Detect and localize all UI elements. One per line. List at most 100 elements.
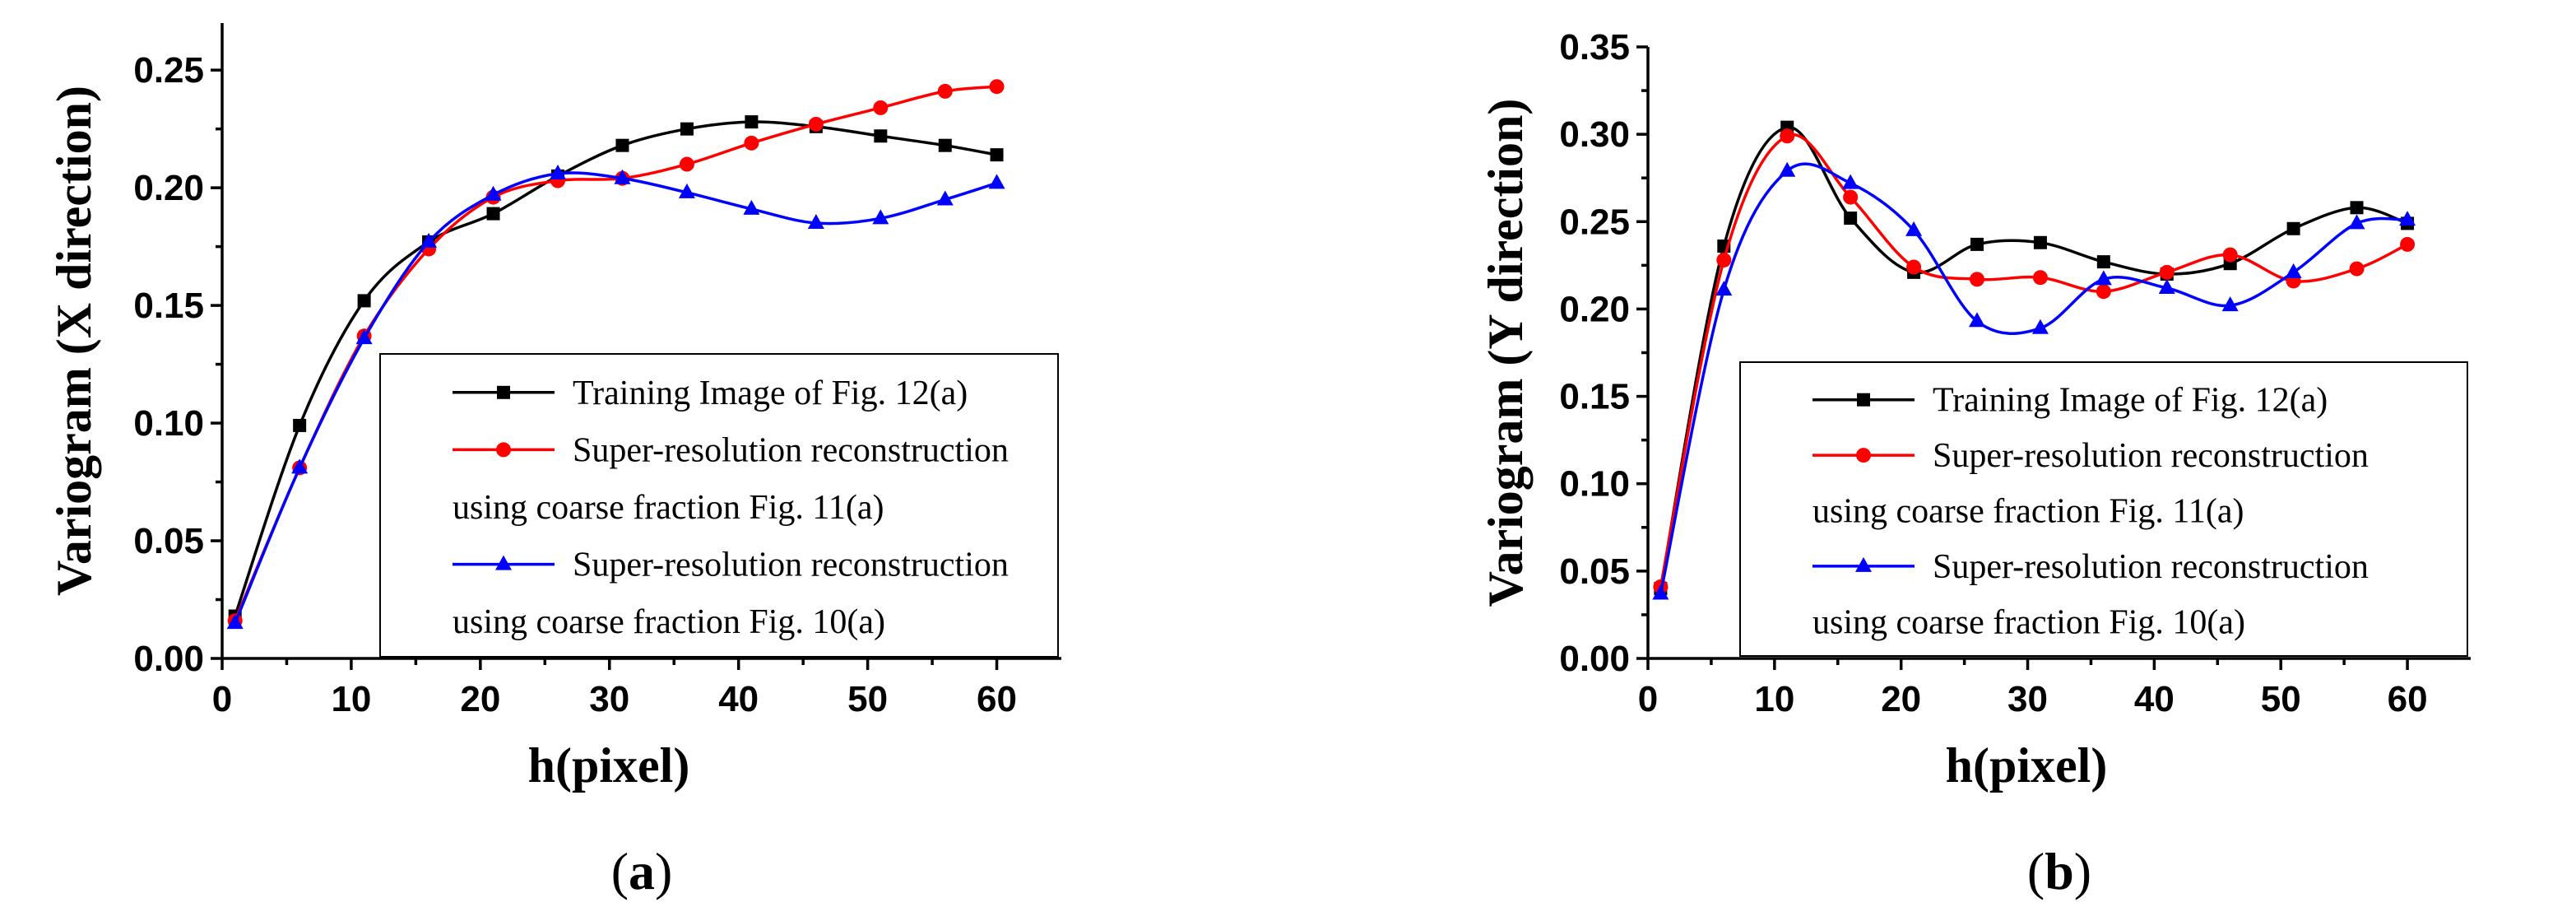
panel-a-legend-label: Super-resolution reconstruction <box>573 431 1009 469</box>
panel-a-y-tick-label: 0.15 <box>133 286 204 326</box>
panel-b-series-3-point <box>1779 161 1796 177</box>
panel-a-series-2-point <box>937 83 953 99</box>
panel-b-y-tick-label: 0.05 <box>1559 551 1630 592</box>
panel-a-series-1-point <box>615 138 629 152</box>
panel-b-series-2-point <box>1843 189 1859 205</box>
panel-a-y-tick-label: 0.00 <box>133 639 204 679</box>
panel-b-series-1-point <box>2033 235 2047 249</box>
panel-b-label: (b) <box>2027 842 2091 900</box>
panel-b-series-3-point <box>1652 584 1669 600</box>
panel-b-series-2-point <box>2222 247 2238 263</box>
panel-a-series-2-point <box>808 116 824 132</box>
panel-b-series-1-point <box>1844 212 1858 226</box>
panel-a-legend-label: using coarse fraction Fig. 10(a) <box>453 603 885 641</box>
panel-b-x-tick-label: 10 <box>1754 679 1794 719</box>
panel-a-series-2-point <box>679 156 694 172</box>
panel-b-series-2-point <box>1780 128 1795 144</box>
panel-b-series-3-point <box>1842 174 1859 189</box>
panel-b-y-tick-label: 0.20 <box>1559 289 1630 329</box>
panel-b-series-1-point <box>2350 201 2364 215</box>
panel-a-x-tick-label: 10 <box>331 679 371 719</box>
panel-a-legend-box <box>379 353 1059 658</box>
panel-a-y-tick-label: 0.05 <box>133 521 204 561</box>
panel-b-series-3-point <box>2399 211 2416 226</box>
panel-b-legend-label: Super-resolution reconstruction <box>1933 437 2369 475</box>
panel-b-y-tick-label: 0.00 <box>1559 639 1630 679</box>
panel-b-series-2-point <box>1970 272 1984 287</box>
panel-a-series-1-point <box>745 115 759 129</box>
panel-a: 0 10 20 30 40 50 60 0.00 0.05 0.10 0.15 0.20 0.25 h(p… <box>47 23 1061 900</box>
panel-b-x-tick-label: 30 <box>2007 679 2048 719</box>
panel-a-series-3-point <box>550 164 566 179</box>
panel-a-series-3-point <box>485 185 502 201</box>
panel-a-legend-label: using coarse fraction Fig. 11(a) <box>453 489 884 527</box>
panel-b-series-3-point <box>2158 278 2175 294</box>
panel-a-series-2-point <box>873 100 889 115</box>
panel-a-series-3-line <box>234 171 998 624</box>
panel-b-y-tick-label: 0.30 <box>1559 114 1630 155</box>
panel-a-series-1-point <box>357 294 371 308</box>
panel-b-series-3-point <box>1905 221 1923 236</box>
panel-b-y-axis-title: Variogram (Y direction) <box>1478 99 1533 607</box>
panel-b-series-3-point <box>2221 296 2239 312</box>
panel-b-y-tick-label: 0.25 <box>1559 202 1630 242</box>
panel-a-legend-label: Training Image of Fig. 12(a) <box>573 374 968 412</box>
panel-a-series-1 <box>228 115 1004 623</box>
panel-a-series-3-point <box>420 232 438 248</box>
panel-a-y-tick-label: 0.25 <box>133 50 204 91</box>
panel-b-series-1-point <box>1970 237 1984 251</box>
panel-b-series-1-point <box>2096 255 2110 269</box>
panel-b-series-3-line <box>1659 162 2408 594</box>
panel-b-series-3-point <box>2348 214 2365 230</box>
panel-a-x-tick-label: 30 <box>589 679 629 719</box>
panel-a-series-3-point <box>936 190 954 206</box>
panel-b-x-tick-label: 60 <box>2388 679 2428 719</box>
panel-a-series-3-point <box>988 174 1005 189</box>
panel-a-legend-swatch-marker <box>496 442 511 458</box>
panel-b-legend-swatch-marker <box>1857 393 1870 407</box>
panel-b-series-3-point <box>2031 319 2049 334</box>
panel-b-series-3-point <box>1715 281 1733 296</box>
panel-a-series-3-point <box>291 458 309 474</box>
panel-b-series-2-point <box>2096 284 2111 300</box>
panel-a-x-tick-label: 0 <box>212 679 232 719</box>
panel-a-y-tick-label: 0.10 <box>133 403 204 444</box>
panel-b-series-2-point <box>2032 270 2048 286</box>
panel-a-series-1-line <box>234 120 997 617</box>
panel-b: 0 10 20 30 40 50 60 0.00 0.05 0.10 0.15 0.20 0.25 0.3… <box>1478 27 2471 900</box>
panel-b-x-tick-label: 0 <box>1638 679 1658 719</box>
panel-a-series-3-point <box>226 614 244 630</box>
panel-a-series-1-point <box>293 418 307 432</box>
panel-b-x-tick-label: 40 <box>2134 679 2175 719</box>
panel-a-series-2-point <box>989 79 1005 95</box>
panel-a-series-3-point <box>614 169 631 184</box>
panel-a-series-3-point <box>355 329 373 345</box>
panel-a-legend: Training Image of Fig. 12(a) Super-resolu… <box>379 353 1059 658</box>
panel-b-legend-label: Super-resolution reconstruction <box>1933 548 2369 586</box>
panel-a-series-1-point <box>680 122 694 136</box>
panel-b-series-2-point <box>1906 259 1922 275</box>
panel-b-legend-label: using coarse fraction Fig. 10(a) <box>1812 603 2245 641</box>
panel-b-legend: Training Image of Fig. 12(a) Super-resolu… <box>1739 361 2468 657</box>
panel-b-series-1-point <box>2286 221 2300 235</box>
panel-a-x-tick-label: 40 <box>718 679 759 719</box>
panel-b-series-2-point <box>2159 264 2175 280</box>
panel-a-series-3-point <box>743 199 760 215</box>
panel-b-legend-box <box>1739 361 2468 657</box>
panel-a-series-3-point <box>678 183 695 198</box>
panel-b-series-2-point <box>2400 236 2416 252</box>
panel-a-x-tick-label: 60 <box>977 679 1017 719</box>
panel-a-x-tick-label: 20 <box>460 679 500 719</box>
panel-b-legend-swatch-marker <box>1856 448 1871 463</box>
panel-a-x-tick-label: 50 <box>847 679 888 719</box>
panel-b-x-tick-label: 50 <box>2261 679 2301 719</box>
panel-a-series-1-point <box>486 207 500 221</box>
panel-b-series-3-point <box>1969 312 1985 328</box>
panel-a-legend-swatch-marker <box>497 385 510 399</box>
panel-a-y-axis-title: Variogram (X direction) <box>47 86 101 596</box>
panel-a-series-1-point <box>990 148 1004 162</box>
panel-b-y-tick-label: 0.10 <box>1559 464 1630 505</box>
panel-b-series-3 <box>1652 161 2416 600</box>
panel-b-x-tick-label: 20 <box>1881 679 1921 719</box>
